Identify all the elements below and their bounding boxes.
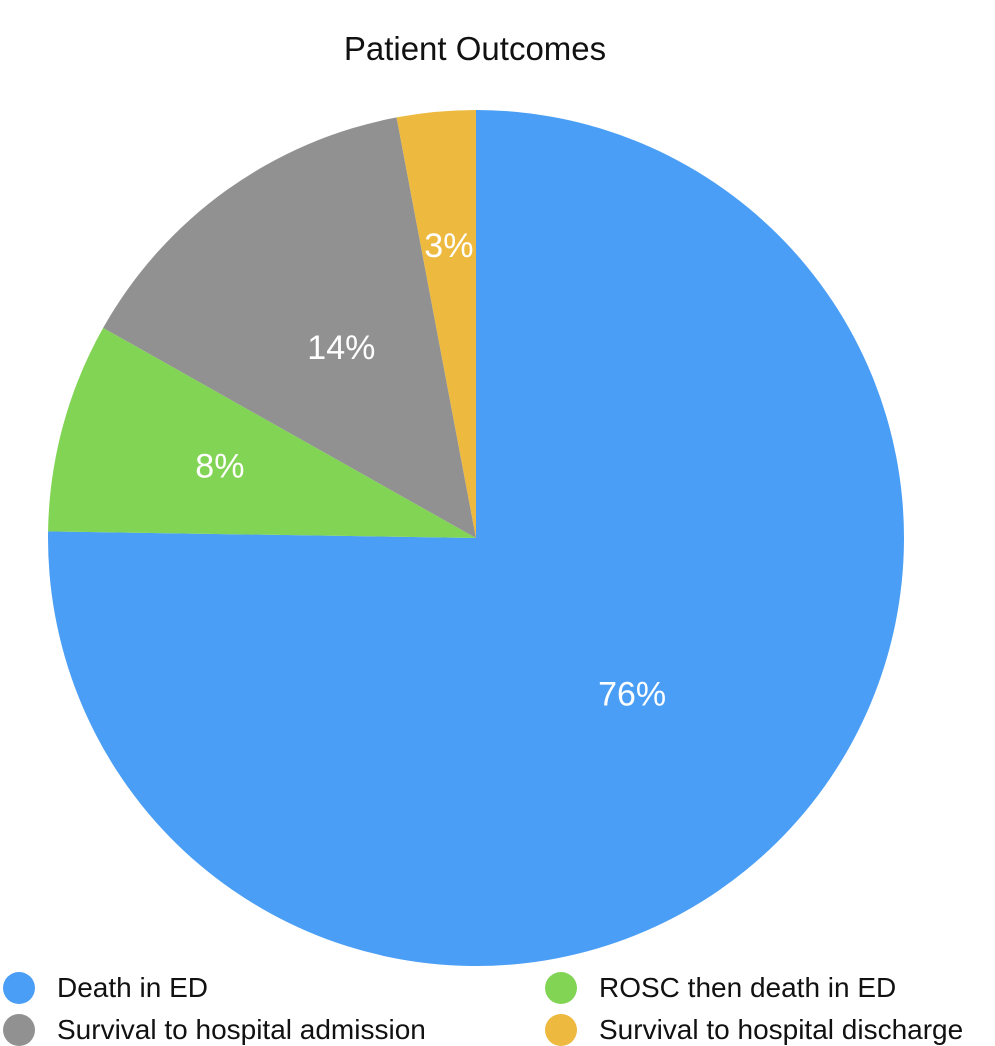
chart-title: Patient Outcomes: [343, 30, 607, 67]
data-label-survival-to-hospital-discharge: 3%: [424, 227, 473, 265]
data-label-death-in-ed: 76%: [598, 676, 666, 714]
pie-slice-survival-to-hospital-discharge: [396, 110, 476, 538]
pie-slice-rosc-then-death-in-ed: [48, 327, 477, 538]
data-label-rosc-then-death-in-ed: 8%: [195, 448, 244, 486]
data-label-survival-to-hospital-admission: 14%: [307, 329, 375, 367]
pie-slice-survival-to-hospital-admission: [103, 117, 476, 538]
